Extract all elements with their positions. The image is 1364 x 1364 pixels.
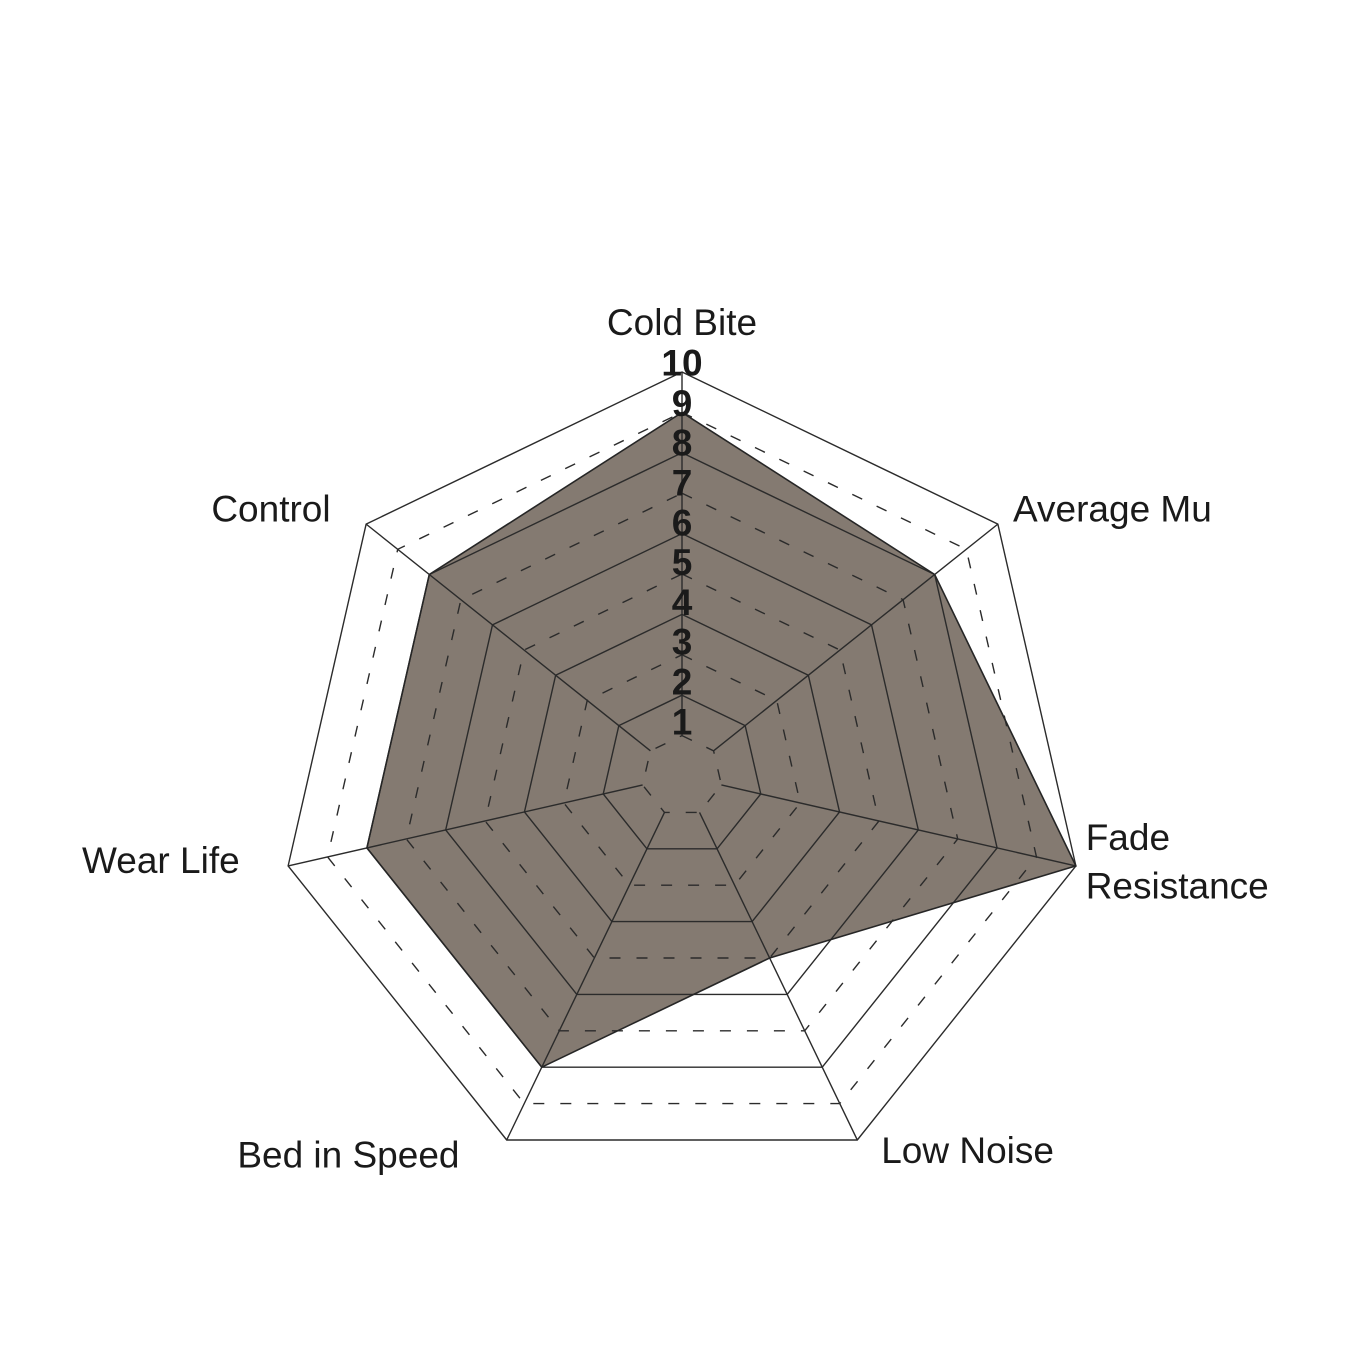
svg-text:Average Mu: Average Mu xyxy=(1013,489,1212,530)
svg-text:1: 1 xyxy=(672,701,693,742)
svg-text:2: 2 xyxy=(672,662,693,703)
svg-text:8: 8 xyxy=(672,423,693,464)
svg-text:4: 4 xyxy=(672,582,693,623)
svg-text:Control: Control xyxy=(211,489,330,530)
svg-text:3: 3 xyxy=(672,622,693,663)
svg-text:9: 9 xyxy=(672,383,693,424)
svg-text:6: 6 xyxy=(672,502,693,543)
svg-text:10: 10 xyxy=(661,343,702,384)
svg-text:7: 7 xyxy=(672,463,693,504)
svg-text:Wear Life: Wear Life xyxy=(82,840,240,881)
svg-text:Cold Bite: Cold Bite xyxy=(607,302,757,343)
svg-text:Low Noise: Low Noise xyxy=(881,1130,1054,1171)
svg-text:5: 5 xyxy=(672,542,693,583)
svg-text:Resistance: Resistance xyxy=(1086,866,1269,907)
svg-text:Fade: Fade xyxy=(1086,817,1170,858)
svg-text:Bed in Speed: Bed in Speed xyxy=(237,1135,459,1176)
